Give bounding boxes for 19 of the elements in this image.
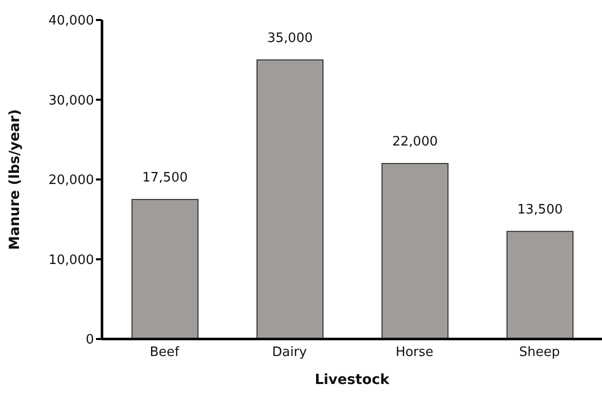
y-tick-label: 0 [86, 332, 94, 348]
data-label: 17,500 [142, 170, 188, 186]
y-tick-label: 10,000 [48, 252, 94, 268]
data-label: 22,000 [392, 134, 438, 150]
bar [256, 59, 324, 339]
data-label: 13,500 [517, 202, 563, 218]
x-axis-title: Livestock [314, 372, 390, 388]
data-label: 35,000 [267, 30, 313, 46]
x-tick-label: Horse [396, 345, 434, 360]
x-tick-label: Sheep [519, 345, 560, 360]
bar [132, 198, 198, 339]
bar [382, 163, 448, 339]
x-tick-label: Beef [150, 345, 180, 360]
y-axis-title: Manure (lbs/year) [6, 109, 23, 250]
bar [506, 230, 574, 339]
y-tick-label: 30,000 [48, 93, 94, 108]
y-tick-label: 20,000 [48, 173, 94, 188]
x-tick-label: Dairy [272, 345, 308, 360]
y-tick-label: 40,000 [48, 14, 94, 29]
